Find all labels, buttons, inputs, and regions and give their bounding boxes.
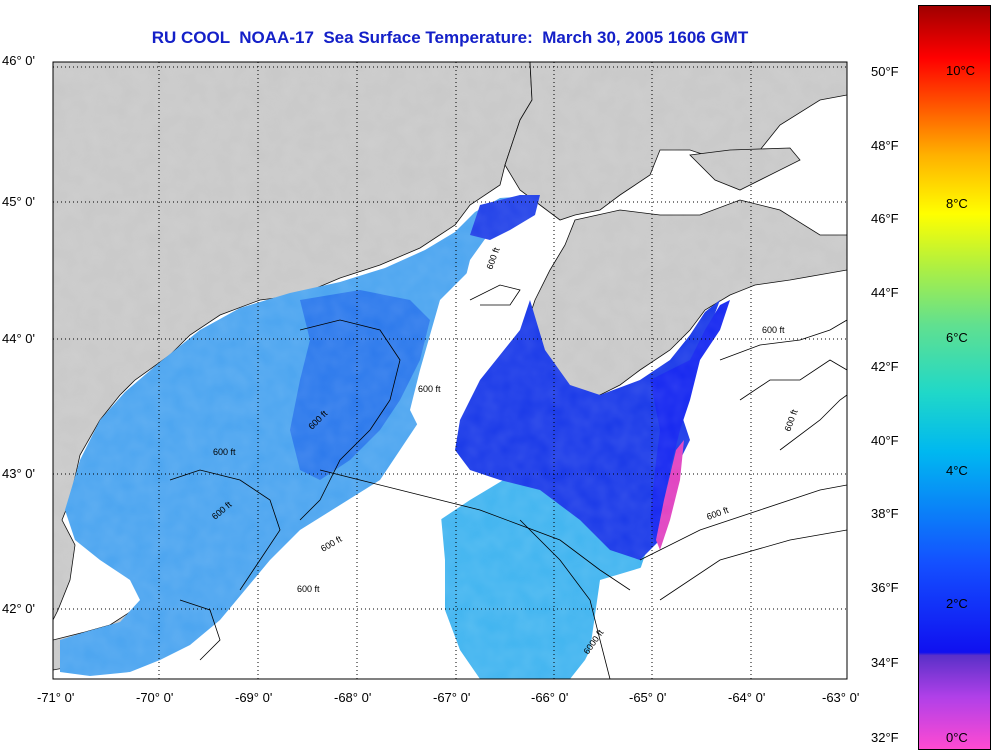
- colorbar-fahrenheit-label: 50°F: [871, 64, 899, 79]
- map-title: RU COOL NOAA-17 Sea Surface Temperature:…: [151, 28, 749, 47]
- colorbar-fahrenheit-label: 44°F: [871, 285, 899, 300]
- land-new-england: [53, 62, 533, 621]
- colorbar-fahrenheit-label: 40°F: [871, 433, 899, 448]
- lon-tick-label: -66° 0': [531, 690, 569, 705]
- lat-tick-label: 43° 0': [2, 466, 35, 481]
- temperature-colorbar: [918, 5, 991, 750]
- isobath-label: 600 ft: [418, 384, 441, 394]
- lon-tick-label: -71° 0': [37, 690, 75, 705]
- isobath-label: 600 ft: [213, 447, 236, 457]
- no-data-gap: [220, 505, 460, 679]
- lon-tick-label: -63° 0': [822, 690, 860, 705]
- colorbar-celsius-label: 10°C: [946, 63, 976, 78]
- colorbar-celsius-label: 2°C: [946, 596, 968, 611]
- sst-bay-of-fundy: [470, 195, 540, 240]
- lon-tick-label: -68° 0': [334, 690, 372, 705]
- lon-tick-label: -65° 0': [629, 690, 667, 705]
- lon-tick-label: -70° 0': [136, 690, 174, 705]
- grid-lines: [53, 62, 847, 679]
- lat-tick-label: 42° 0': [2, 601, 35, 616]
- lon-tick-label: -64° 0': [728, 690, 766, 705]
- map-frame: [52, 61, 848, 680]
- colorbar-celsius-label: 0°C: [946, 730, 968, 745]
- colorbar-fahrenheit-label: 32°F: [871, 730, 899, 745]
- isobath-label: 600 ft: [297, 584, 320, 594]
- colorbar-fahrenheit-label: 42°F: [871, 359, 899, 374]
- no-data-gap: [580, 480, 847, 679]
- colorbar-fahrenheit-label: 34°F: [871, 655, 899, 670]
- colorbar-celsius-label: 6°C: [946, 330, 968, 345]
- sst-cold-edge: [656, 440, 684, 550]
- colorbar-celsius-label: 4°C: [946, 463, 968, 478]
- lat-tick-label: 45° 0': [2, 194, 35, 209]
- colorbar-fahrenheit-label: 46°F: [871, 211, 899, 226]
- colorbar-celsius-label: 8°C: [946, 196, 968, 211]
- colorbar-fahrenheit-label: 48°F: [871, 138, 899, 153]
- land-pei: [689, 147, 801, 191]
- land-new-brunswick: [504, 62, 847, 221]
- isobaths: [169, 284, 847, 679]
- lat-tick-label: 46° 0': [2, 53, 35, 68]
- lat-tick-label: 44° 0': [2, 331, 35, 346]
- no-data-gap: [410, 262, 520, 430]
- sst-central-gulf: [290, 290, 430, 480]
- isobath-label: 600 ft: [762, 325, 785, 335]
- sst-scotian-shelf: [650, 300, 730, 545]
- colorbar-fahrenheit-label: 36°F: [871, 580, 899, 595]
- colorbar-fahrenheit-label: 38°F: [871, 506, 899, 521]
- lon-tick-label: -69° 0': [235, 690, 273, 705]
- lon-tick-label: -67° 0': [433, 690, 471, 705]
